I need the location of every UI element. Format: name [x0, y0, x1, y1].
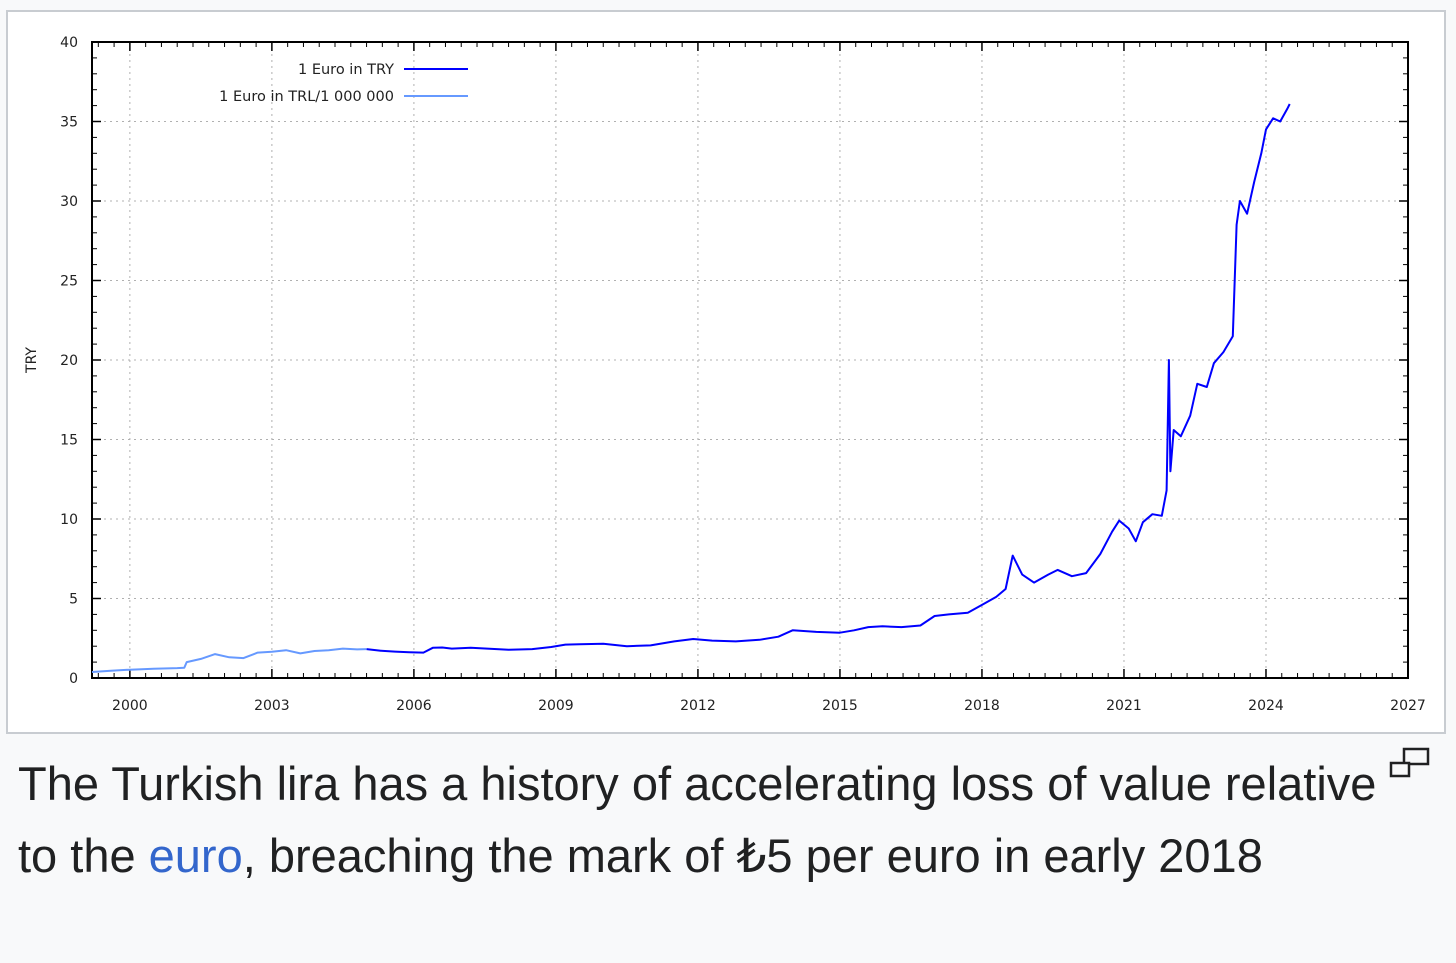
legend-label-trl: 1 Euro in TRL/1 000 000: [219, 89, 394, 105]
legend: 1 Euro in TRY 1 Euro in TRL/1 000 000: [219, 62, 468, 105]
series-line-1: [91, 647, 367, 673]
y-tick-label: 20: [60, 353, 78, 369]
y-tick-label: 35: [60, 115, 78, 131]
chart: 0 5 10 15 20 25 30 35 40 2000 2003 2006 2009 2012 201…: [24, 35, 1426, 714]
axis-ticks: [92, 41, 1409, 679]
gridlines: [92, 42, 1408, 678]
caption-text: The Turkish lira has a history of accele…: [18, 757, 1377, 882]
x-tick-labels: 2000 2003 2006 2009 2012 2015 2018 2021 2024 2027: [112, 698, 1426, 714]
legend-label-try: 1 Euro in TRY: [298, 62, 394, 78]
euro-link[interactable]: euro: [148, 829, 243, 882]
y-tick-label: 40: [60, 35, 78, 51]
y-tick-label: 10: [60, 512, 78, 528]
y-tick-label: 30: [60, 194, 78, 210]
y-tick-labels: 0 5 10 15 20 25 30 35 40: [60, 35, 78, 687]
x-tick-label: 2018: [964, 698, 1000, 714]
x-tick-label: 2000: [112, 698, 148, 714]
y-tick-label: 15: [60, 433, 78, 449]
y-axis-label: TRY: [24, 347, 40, 374]
x-tick-label: 2015: [822, 698, 858, 714]
x-tick-label: 2006: [396, 698, 432, 714]
x-tick-label: 2024: [1248, 698, 1284, 714]
enlarge-icon-graphic: [1389, 747, 1430, 778]
x-tick-label: 2012: [680, 698, 716, 714]
x-tick-label: 2003: [254, 698, 290, 714]
y-tick-label: 25: [60, 274, 78, 290]
y-tick-label: 5: [69, 592, 78, 608]
y-tick-label: 0: [69, 671, 78, 687]
figure-caption: The Turkish lira has a history of accele…: [18, 748, 1388, 892]
x-tick-label: 2009: [538, 698, 574, 714]
caption-text-end: , breaching the mark of ₺5 per euro in e…: [242, 829, 1263, 882]
plot-area-border: [91, 41, 1409, 679]
enlarge-icon[interactable]: [1388, 746, 1432, 780]
series-lines: [91, 103, 1291, 673]
x-tick-label: 2027: [1390, 698, 1426, 714]
figure-frame: 0 5 10 15 20 25 30 35 40 2000 2003 2006 2009 2012 201…: [6, 10, 1446, 734]
series-line-0: [366, 103, 1291, 654]
x-tick-label: 2021: [1106, 698, 1142, 714]
